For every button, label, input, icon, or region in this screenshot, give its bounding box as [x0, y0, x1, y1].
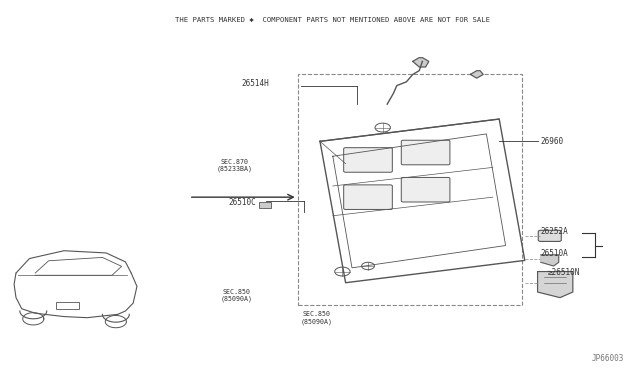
- FancyBboxPatch shape: [401, 140, 450, 165]
- Text: SEC.850
(85090A): SEC.850 (85090A): [221, 289, 253, 302]
- FancyBboxPatch shape: [344, 185, 392, 209]
- Bar: [298, 74, 522, 305]
- FancyBboxPatch shape: [401, 177, 450, 202]
- Text: THE PARTS MARKED ✱  COMPONENT PARTS NOT MENTIONED ABOVE ARE NOT FOR SALE: THE PARTS MARKED ✱ COMPONENT PARTS NOT M…: [175, 17, 490, 23]
- Text: SEC.850
(85090A): SEC.850 (85090A): [301, 311, 333, 325]
- Polygon shape: [538, 272, 573, 298]
- Text: 26510A: 26510A: [541, 249, 568, 258]
- Text: 26510C: 26510C: [228, 198, 256, 207]
- Polygon shape: [470, 71, 483, 78]
- Polygon shape: [413, 58, 429, 67]
- Text: JP66003: JP66003: [591, 354, 624, 363]
- Text: 26514H: 26514H: [241, 79, 269, 88]
- Polygon shape: [541, 255, 559, 266]
- Bar: [259, 202, 271, 208]
- Text: SEC.870
(85233BA): SEC.870 (85233BA): [217, 159, 253, 172]
- Bar: [56, 302, 79, 309]
- Text: 26960: 26960: [541, 137, 564, 146]
- Text: 26252A: 26252A: [541, 227, 568, 236]
- FancyBboxPatch shape: [538, 230, 561, 241]
- Text: ≥26510N: ≥26510N: [547, 268, 580, 277]
- FancyBboxPatch shape: [344, 148, 392, 172]
